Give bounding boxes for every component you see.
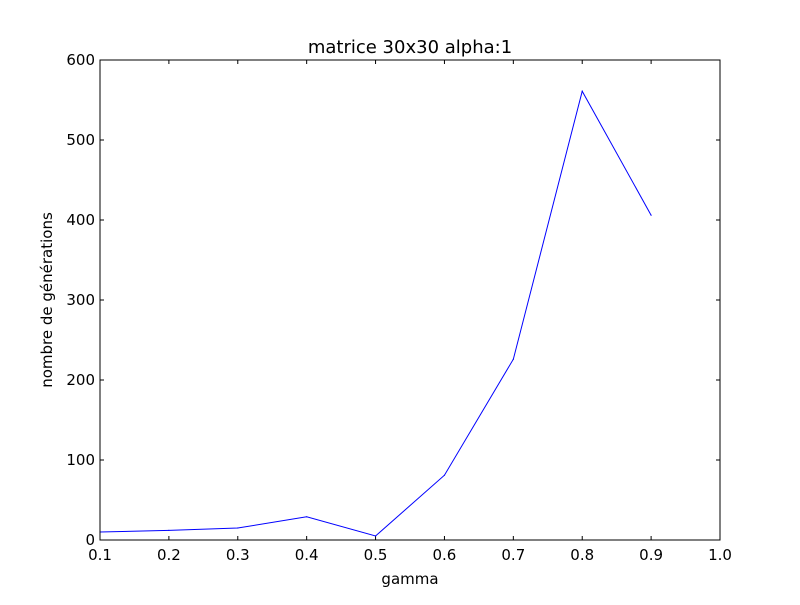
x-tick-label: 0.4 [295, 546, 319, 564]
x-tick-label: 0.6 [433, 546, 457, 564]
data-point [237, 527, 239, 529]
y-tick-label: 200 [66, 371, 95, 389]
x-tick-label: 0.1 [88, 546, 112, 564]
x-tick-label: 0.7 [501, 546, 525, 564]
y-tick-label: 500 [66, 131, 95, 149]
data-point [650, 214, 652, 216]
x-tick-label: 0.9 [639, 546, 663, 564]
x-tick-label: 0.2 [157, 546, 181, 564]
y-tick-label: 600 [66, 51, 95, 69]
x-tick-label: 0.3 [226, 546, 250, 564]
series-layer [99, 89, 652, 537]
x-tick-label: 0.5 [364, 546, 388, 564]
y-tick-label: 400 [66, 211, 95, 229]
data-point [168, 529, 170, 532]
x-tick-label: 1.0 [708, 546, 732, 564]
y-axis-label: nombre de générations [38, 212, 56, 388]
axis-ticks: 0.1 0.2 0.3 0.4 0.5 0.6 0.7 0.8 0.9 1.0 0 100 200 300… [66, 51, 732, 564]
data-point [374, 535, 377, 537]
y-tick-label: 100 [66, 451, 95, 469]
data-point [443, 474, 446, 476]
plot-frame [99, 59, 721, 541]
x-axis-label: gamma [381, 570, 438, 588]
data-point [581, 90, 583, 92]
x-tick-label: 0.8 [570, 546, 594, 564]
chart-title: matrice 30x30 alpha:1 [308, 37, 512, 58]
y-tick-label: 0 [85, 531, 95, 549]
data-point [512, 358, 514, 360]
data-point [306, 516, 308, 518]
y-tick-label: 300 [66, 291, 95, 309]
